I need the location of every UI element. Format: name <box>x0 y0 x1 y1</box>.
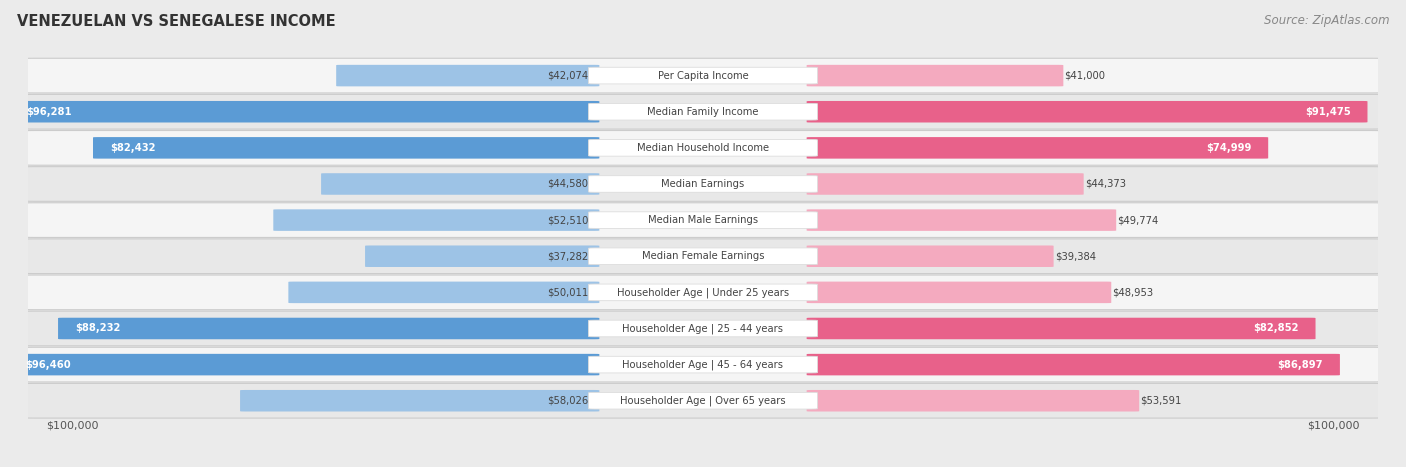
FancyBboxPatch shape <box>807 318 1316 339</box>
FancyBboxPatch shape <box>22 347 1384 382</box>
Text: $82,852: $82,852 <box>1253 324 1299 333</box>
Text: Median Male Earnings: Median Male Earnings <box>648 215 758 225</box>
Text: $96,281: $96,281 <box>27 107 72 117</box>
Text: Median Female Earnings: Median Female Earnings <box>641 251 765 261</box>
FancyBboxPatch shape <box>589 284 817 301</box>
Text: $91,475: $91,475 <box>1305 107 1351 117</box>
Text: $53,591: $53,591 <box>1140 396 1182 406</box>
FancyBboxPatch shape <box>10 101 599 122</box>
Text: $44,580: $44,580 <box>547 179 589 189</box>
Text: $88,232: $88,232 <box>75 324 121 333</box>
FancyBboxPatch shape <box>288 282 599 303</box>
Text: $58,026: $58,026 <box>547 396 589 406</box>
Legend: Venezuelan, Senegalese: Venezuelan, Senegalese <box>595 462 811 467</box>
FancyBboxPatch shape <box>240 390 599 411</box>
FancyBboxPatch shape <box>589 356 817 373</box>
Text: $49,774: $49,774 <box>1118 215 1159 225</box>
FancyBboxPatch shape <box>273 209 599 231</box>
FancyBboxPatch shape <box>22 383 1384 418</box>
FancyBboxPatch shape <box>22 239 1384 274</box>
Text: Householder Age | Over 65 years: Householder Age | Over 65 years <box>620 396 786 406</box>
Text: Householder Age | 45 - 64 years: Householder Age | 45 - 64 years <box>623 360 783 370</box>
Text: $37,282: $37,282 <box>547 251 589 261</box>
FancyBboxPatch shape <box>807 173 1084 195</box>
FancyBboxPatch shape <box>58 318 599 339</box>
FancyBboxPatch shape <box>22 203 1384 237</box>
FancyBboxPatch shape <box>589 176 817 192</box>
Text: $44,373: $44,373 <box>1085 179 1126 189</box>
FancyBboxPatch shape <box>589 248 817 264</box>
FancyBboxPatch shape <box>589 212 817 228</box>
Text: Median Earnings: Median Earnings <box>661 179 745 189</box>
Text: $96,460: $96,460 <box>25 360 70 369</box>
FancyBboxPatch shape <box>22 58 1384 93</box>
Text: $100,000: $100,000 <box>1308 420 1360 430</box>
FancyBboxPatch shape <box>807 390 1139 411</box>
FancyBboxPatch shape <box>807 209 1116 231</box>
FancyBboxPatch shape <box>589 103 817 120</box>
FancyBboxPatch shape <box>807 354 1340 375</box>
FancyBboxPatch shape <box>589 392 817 409</box>
Text: Householder Age | Under 25 years: Householder Age | Under 25 years <box>617 287 789 297</box>
FancyBboxPatch shape <box>807 101 1368 122</box>
Text: $52,510: $52,510 <box>547 215 589 225</box>
Text: VENEZUELAN VS SENEGALESE INCOME: VENEZUELAN VS SENEGALESE INCOME <box>17 14 336 29</box>
FancyBboxPatch shape <box>321 173 599 195</box>
FancyBboxPatch shape <box>807 246 1053 267</box>
Text: $39,384: $39,384 <box>1054 251 1095 261</box>
FancyBboxPatch shape <box>807 282 1111 303</box>
Text: $74,999: $74,999 <box>1206 143 1251 153</box>
Text: $100,000: $100,000 <box>46 420 98 430</box>
FancyBboxPatch shape <box>589 320 817 337</box>
FancyBboxPatch shape <box>807 137 1268 159</box>
Text: Source: ZipAtlas.com: Source: ZipAtlas.com <box>1264 14 1389 27</box>
Text: Median Family Income: Median Family Income <box>647 107 759 117</box>
FancyBboxPatch shape <box>22 167 1384 201</box>
FancyBboxPatch shape <box>589 67 817 84</box>
FancyBboxPatch shape <box>8 354 599 375</box>
Text: $48,953: $48,953 <box>1112 287 1153 297</box>
Text: $50,011: $50,011 <box>547 287 589 297</box>
Text: $86,897: $86,897 <box>1278 360 1323 369</box>
FancyBboxPatch shape <box>336 65 599 86</box>
Text: $41,000: $41,000 <box>1064 71 1105 81</box>
FancyBboxPatch shape <box>93 137 599 159</box>
FancyBboxPatch shape <box>22 130 1384 165</box>
Text: Per Capita Income: Per Capita Income <box>658 71 748 81</box>
FancyBboxPatch shape <box>22 94 1384 129</box>
FancyBboxPatch shape <box>22 311 1384 346</box>
FancyBboxPatch shape <box>366 246 599 267</box>
Text: Householder Age | 25 - 44 years: Householder Age | 25 - 44 years <box>623 323 783 334</box>
FancyBboxPatch shape <box>22 275 1384 310</box>
FancyBboxPatch shape <box>589 140 817 156</box>
Text: $82,432: $82,432 <box>110 143 156 153</box>
Text: $42,074: $42,074 <box>547 71 589 81</box>
Text: Median Household Income: Median Household Income <box>637 143 769 153</box>
FancyBboxPatch shape <box>807 65 1063 86</box>
